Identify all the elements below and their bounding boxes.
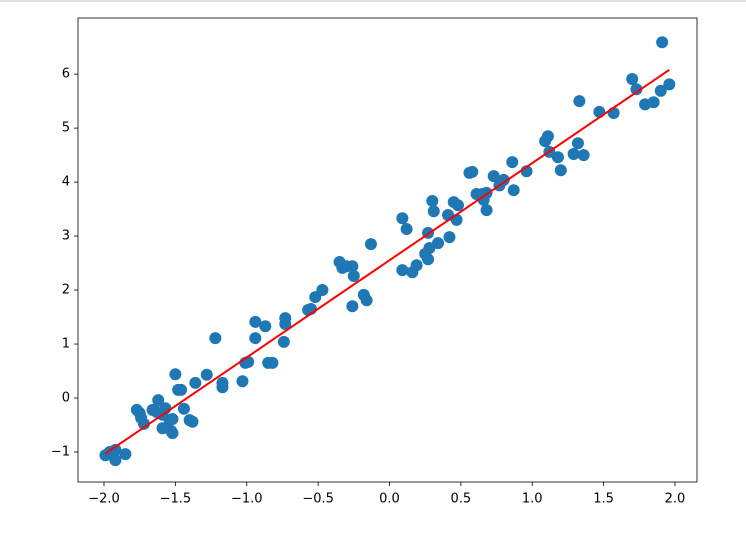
- point: [360, 294, 373, 307]
- point: [497, 173, 510, 186]
- point: [571, 137, 584, 150]
- fit-line: [104, 68, 670, 455]
- point: [249, 315, 262, 328]
- x-tick-label: −0.5: [302, 492, 334, 507]
- point: [109, 443, 122, 456]
- point: [432, 237, 445, 250]
- point: [647, 96, 660, 109]
- y-tick-label: 4: [62, 175, 70, 190]
- point: [487, 170, 500, 183]
- point: [480, 204, 493, 217]
- point: [346, 300, 359, 313]
- point: [259, 320, 272, 333]
- point: [452, 199, 465, 212]
- point: [396, 264, 409, 277]
- point: [119, 448, 132, 461]
- point: [567, 148, 580, 161]
- point: [175, 383, 188, 396]
- x-tick-label: 1.5: [593, 492, 614, 507]
- point: [166, 427, 179, 440]
- point: [541, 130, 554, 143]
- point: [266, 356, 279, 369]
- axes-frame: [77, 17, 698, 483]
- point: [410, 259, 423, 272]
- point: [507, 184, 520, 197]
- y-tick-label: 3: [62, 229, 70, 244]
- x-tick-label: 1.0: [522, 492, 543, 507]
- point: [626, 72, 639, 85]
- point: [551, 151, 564, 164]
- point: [152, 394, 165, 407]
- point: [466, 165, 479, 178]
- point: [506, 156, 519, 169]
- point: [554, 164, 567, 177]
- point: [426, 194, 439, 207]
- point: [663, 78, 676, 91]
- point: [249, 332, 262, 345]
- point: [427, 205, 440, 218]
- y-tick-label: 5: [62, 121, 70, 136]
- point: [654, 84, 667, 97]
- point: [573, 95, 586, 108]
- x-tick-label: 2.0: [665, 492, 686, 507]
- point: [593, 105, 606, 118]
- point: [346, 260, 359, 273]
- point: [422, 253, 435, 266]
- point: [364, 238, 377, 251]
- point: [109, 454, 122, 467]
- x-tick-label: −1.5: [160, 492, 192, 507]
- x-tick-label: −1.0: [231, 492, 263, 507]
- y-tick-label: −1: [51, 444, 70, 459]
- point: [577, 149, 590, 162]
- point: [186, 415, 199, 428]
- point: [347, 270, 360, 283]
- point: [400, 223, 413, 236]
- point: [236, 375, 249, 388]
- y-tick-label: 0: [62, 391, 70, 406]
- point: [200, 368, 213, 381]
- point: [630, 83, 643, 96]
- point: [277, 335, 290, 348]
- point: [166, 413, 179, 426]
- x-tick-label: −2.0: [88, 492, 120, 507]
- point: [443, 231, 456, 244]
- x-tick-label: 0.0: [379, 492, 400, 507]
- point: [396, 212, 409, 225]
- y-tick-label: 6: [62, 67, 70, 82]
- y-tick-label: 2: [62, 283, 70, 298]
- point: [279, 312, 292, 325]
- point: [316, 284, 329, 297]
- y-tick-label: 1: [62, 337, 70, 352]
- x-tick-label: 0.5: [451, 492, 472, 507]
- point: [169, 368, 182, 381]
- point: [216, 376, 229, 389]
- point: [656, 36, 669, 49]
- point: [189, 376, 202, 389]
- point: [137, 417, 150, 430]
- point: [177, 402, 190, 415]
- point: [209, 332, 222, 345]
